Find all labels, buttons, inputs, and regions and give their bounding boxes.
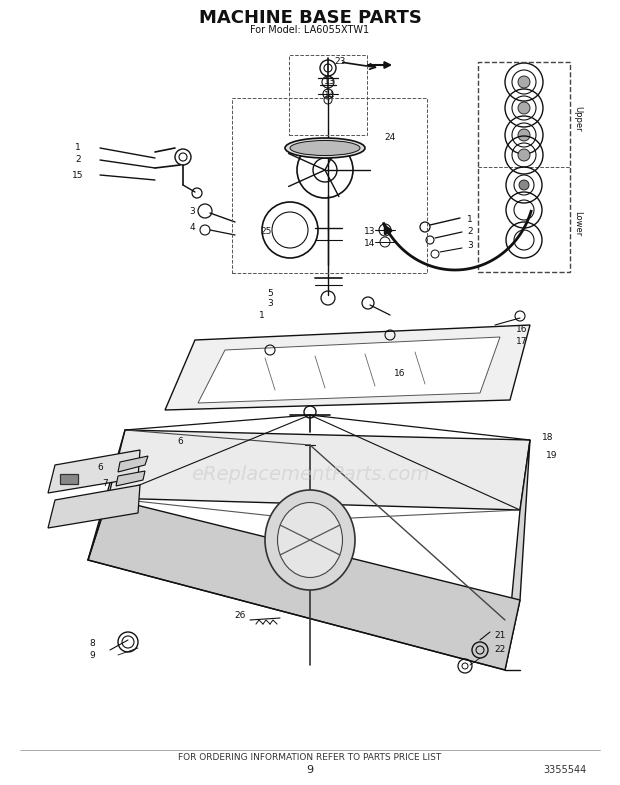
Text: 5: 5 (267, 289, 273, 298)
Text: 22: 22 (494, 645, 506, 655)
Circle shape (518, 102, 530, 114)
Bar (289, 55, 367, 135)
Circle shape (519, 180, 529, 190)
Circle shape (518, 76, 530, 88)
Text: 4: 4 (189, 224, 195, 232)
Polygon shape (118, 456, 148, 472)
Ellipse shape (265, 490, 355, 590)
Text: 14: 14 (324, 90, 335, 100)
Text: 26: 26 (234, 611, 246, 619)
Polygon shape (198, 337, 500, 403)
Ellipse shape (290, 141, 360, 155)
Polygon shape (116, 471, 145, 486)
Text: 23: 23 (334, 57, 346, 67)
Polygon shape (108, 430, 530, 510)
Text: 9: 9 (89, 652, 95, 660)
Ellipse shape (285, 138, 365, 158)
Text: 2: 2 (467, 228, 473, 236)
Text: 3: 3 (467, 242, 473, 250)
Text: 8: 8 (89, 640, 95, 648)
Text: 6: 6 (177, 437, 183, 447)
Text: 1: 1 (467, 216, 473, 225)
Polygon shape (48, 450, 140, 493)
Circle shape (518, 149, 530, 161)
Text: 9: 9 (306, 765, 314, 775)
Bar (232, 98, 427, 273)
Text: 1: 1 (259, 311, 265, 319)
Text: 14: 14 (365, 239, 376, 249)
Text: 16: 16 (394, 368, 405, 378)
Text: 3355544: 3355544 (543, 765, 587, 775)
Text: 2: 2 (75, 155, 81, 165)
Text: Upper: Upper (573, 106, 582, 132)
Text: 7: 7 (102, 480, 108, 488)
Text: 15: 15 (73, 170, 84, 180)
Text: 17: 17 (516, 338, 528, 346)
Text: 24: 24 (384, 133, 396, 143)
Text: 18: 18 (542, 433, 554, 443)
Text: 13: 13 (324, 78, 336, 86)
Polygon shape (165, 325, 530, 410)
Text: MACHINE BASE PARTS: MACHINE BASE PARTS (198, 9, 422, 27)
Text: 13: 13 (365, 228, 376, 236)
Bar (478, 62, 570, 272)
Text: 16: 16 (516, 326, 528, 334)
Bar (60, 474, 78, 484)
Text: 25: 25 (260, 228, 272, 236)
Text: FOR ORDERING INFORMATION REFER TO PARTS PRICE LIST: FOR ORDERING INFORMATION REFER TO PARTS … (179, 754, 441, 762)
Text: For Model: LA6055XTW1: For Model: LA6055XTW1 (250, 25, 370, 35)
Polygon shape (48, 485, 140, 528)
Circle shape (518, 129, 530, 141)
Text: 1: 1 (75, 144, 81, 152)
Text: 3: 3 (267, 300, 273, 309)
Polygon shape (505, 440, 530, 670)
Text: Lower: Lower (573, 211, 582, 236)
Text: 19: 19 (546, 451, 558, 459)
Polygon shape (88, 498, 520, 670)
Text: 21: 21 (494, 631, 506, 641)
Text: 3: 3 (189, 207, 195, 217)
Text: eReplacementParts.com: eReplacementParts.com (191, 466, 429, 484)
Ellipse shape (278, 502, 342, 578)
Text: 6: 6 (97, 463, 103, 473)
